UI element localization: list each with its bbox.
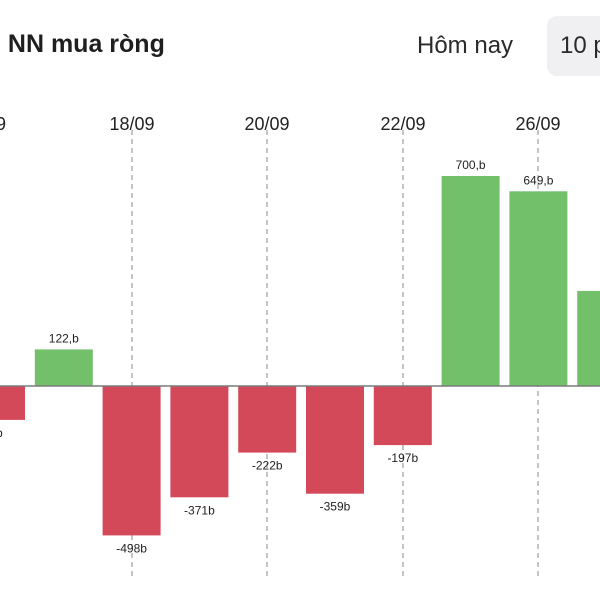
bar-negative[interactable] xyxy=(238,386,297,453)
chart-header: ị NN mua ròng Hôm nay 10 p xyxy=(0,0,600,100)
bar-value-label: -222b xyxy=(252,459,283,473)
bar-value-label: -359b xyxy=(320,500,351,514)
bar-positive[interactable] xyxy=(441,176,500,386)
data-labels: 3b 122,b -498b -371b -222b -359b -197b 700,b 649… xyxy=(0,158,600,555)
bars xyxy=(0,176,600,536)
bar-value-label: 3b xyxy=(0,426,3,440)
bar-negative[interactable] xyxy=(102,386,161,536)
bar-positive[interactable] xyxy=(509,191,568,386)
x-tick-labels: 09 18/09 20/09 22/09 26/09 xyxy=(0,114,561,134)
bar-value-label: 649,b xyxy=(523,173,553,187)
bar-positive[interactable] xyxy=(577,290,600,386)
bar-negative[interactable] xyxy=(373,386,432,446)
x-tick-label: 09 xyxy=(0,114,6,134)
x-tick-label: 26/09 xyxy=(515,114,560,134)
tab-10-days[interactable]: 10 p xyxy=(547,16,600,76)
bar-negative[interactable] xyxy=(306,386,364,494)
bar-negative[interactable] xyxy=(0,386,25,420)
bar-negative[interactable] xyxy=(170,386,229,498)
x-tick-label: 18/09 xyxy=(109,114,154,134)
tab-today[interactable]: Hôm nay xyxy=(417,32,514,59)
bar-value-label: -197b xyxy=(387,451,418,465)
net-foreign-buy-chart: 09 18/09 20/09 22/09 26/09 3b 122,b -498b -371b… xyxy=(0,114,600,578)
x-tick-label: 20/09 xyxy=(244,114,289,134)
bar-positive[interactable] xyxy=(34,349,93,386)
bar-value-label: 122,b xyxy=(49,331,79,345)
bar-value-label: -371b xyxy=(184,503,215,517)
bar-value-label: -498b xyxy=(116,541,147,555)
chart-title: ị NN mua ròng xyxy=(0,30,165,58)
bar-value-label: 700,b xyxy=(456,158,486,172)
x-tick-label: 22/09 xyxy=(380,114,425,134)
